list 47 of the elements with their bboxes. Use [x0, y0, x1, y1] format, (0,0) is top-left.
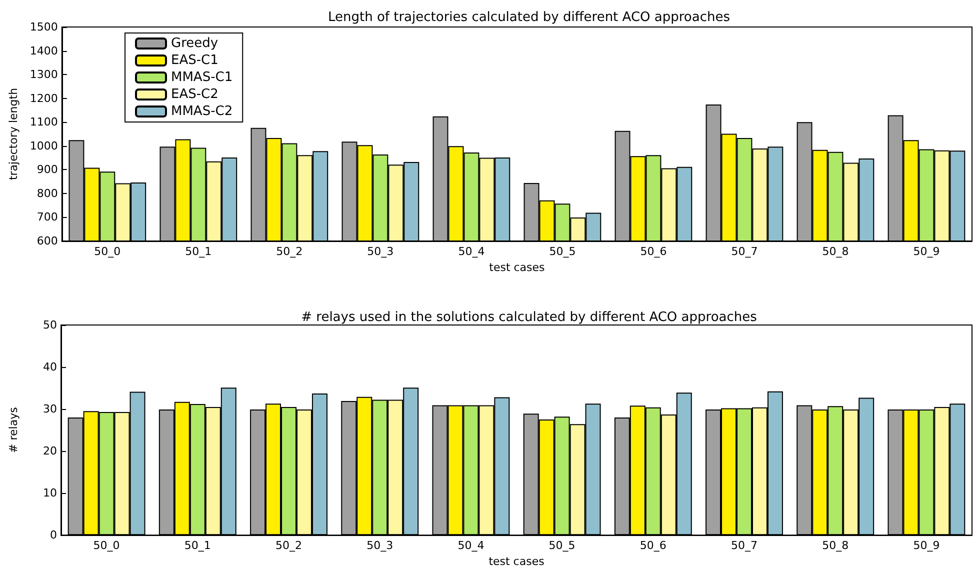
legend-label: MMAS-C2	[171, 104, 233, 119]
x-tick-label: 50_5	[548, 539, 576, 552]
y-tick-label: 1000	[30, 139, 58, 152]
y-tick-label: 700	[36, 210, 58, 224]
y-tick-label: 1200	[30, 92, 58, 105]
x-tick-label: 50_5	[549, 245, 576, 258]
y-tick-label: 1100	[30, 116, 58, 129]
x-tick-label: 50_1	[184, 539, 211, 552]
y-tick-label: 10	[43, 486, 57, 500]
y-axis-title: # relays	[7, 406, 20, 453]
y-axis-title: trajectory length	[7, 88, 20, 180]
x-tick-label: 50_6	[640, 539, 666, 552]
x-tick-label: 50_4	[458, 245, 485, 258]
x-tick-label: 50_0	[94, 245, 121, 258]
x-tick-label: 50_6	[640, 245, 667, 258]
y-tick-label: 1400	[30, 44, 58, 58]
x-tick-label: 50_4	[458, 539, 484, 552]
y-tick-label: 50	[43, 318, 57, 332]
x-tick-label: 50_8	[822, 539, 849, 552]
legend-label: MMAS-C1	[171, 70, 233, 85]
legend-label: EAS-C1	[171, 53, 218, 68]
y-tick-label: 0	[50, 528, 57, 542]
legend-label: EAS-C2	[171, 87, 218, 102]
y-tick-label: 1300	[30, 68, 58, 82]
chart-title: # relays used in the solutions calculated by different ACO approaches	[301, 310, 758, 325]
x-tick-label: 50_7	[731, 539, 758, 552]
y-tick-label: 600	[36, 234, 58, 248]
x-tick-label: 50_1	[185, 245, 212, 258]
x-tick-label: 50_8	[822, 245, 849, 258]
y-tick-label: 30	[43, 402, 57, 416]
x-tick-label: 50_9	[913, 539, 940, 552]
x-tick-label: 50_0	[93, 539, 120, 552]
x-tick-label: 50_3	[366, 539, 394, 552]
y-tick-label: 800	[36, 186, 58, 200]
legend-label: Greedy	[171, 36, 218, 51]
x-tick-label: 50_2	[276, 245, 303, 258]
y-tick-label: 40	[43, 360, 57, 374]
x-axis-title: test cases	[489, 260, 546, 274]
x-tick-label: 50_2	[276, 539, 302, 552]
x-axis-title: test cases	[488, 555, 545, 568]
y-tick-label: 900	[36, 163, 58, 176]
y-tick-label: 20	[43, 444, 57, 458]
x-tick-label: 50_7	[731, 245, 758, 258]
y-tick-label: 1500	[30, 20, 58, 34]
x-tick-label: 50_3	[367, 245, 394, 258]
chart-title: Length of trajectories calculated by different ACO approaches	[328, 10, 730, 25]
x-tick-label: 50_9	[913, 245, 940, 258]
